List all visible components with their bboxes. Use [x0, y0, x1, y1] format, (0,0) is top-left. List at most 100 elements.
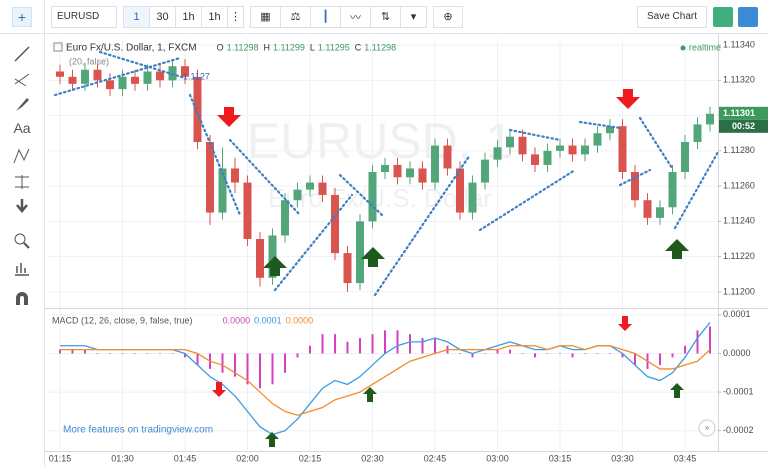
- pattern-tool[interactable]: [12, 146, 32, 166]
- more-button[interactable]: ▾: [401, 5, 427, 28]
- candle-body: [256, 239, 264, 278]
- series-title: Euro Fx/U.S. Dollar, 1, FXCM: [66, 43, 197, 54]
- measure-tool[interactable]: [12, 172, 32, 192]
- candle-body: [293, 189, 302, 201]
- histogram-bar: [659, 353, 661, 366]
- candle-body: [206, 142, 214, 213]
- ohlc-key: O: [217, 42, 224, 52]
- histogram-bar: [84, 349, 86, 354]
- save-button[interactable]: Save Chart: [636, 5, 707, 28]
- histogram-bar: [571, 353, 574, 358]
- histogram-bar: [234, 353, 236, 377]
- undo-button[interactable]: ⊕: [433, 5, 463, 28]
- text-tool[interactable]: Aa: [13, 120, 31, 136]
- x-tick-label: 02:15: [299, 453, 322, 463]
- collapse-icon[interactable]: [53, 42, 63, 52]
- histogram-bar: [171, 353, 174, 354]
- candle-body: [306, 182, 314, 190]
- y-tick-label: 1.11280: [723, 145, 755, 155]
- histogram-bar: [534, 353, 536, 358]
- trend-line: [98, 50, 187, 80]
- scroll-button[interactable]: [698, 419, 716, 437]
- y-tick-label: 1.11340: [723, 39, 755, 49]
- candle-body: [181, 66, 189, 77]
- cursor-button[interactable]: +: [0, 0, 45, 33]
- snapshot-button[interactable]: [713, 6, 733, 27]
- x-tick-label: 01:30: [111, 453, 134, 463]
- histogram-bar: [71, 349, 74, 354]
- candle-body: [618, 126, 627, 172]
- trend-line: [673, 150, 720, 230]
- interval-menu[interactable]: ⋮: [228, 5, 244, 28]
- trend-line: [338, 173, 384, 217]
- candle-body: [693, 124, 702, 143]
- histogram-bar: [459, 353, 461, 354]
- chart-type-button[interactable]: ▦: [251, 5, 281, 28]
- fib-tool[interactable]: [12, 69, 32, 89]
- candle-body: [406, 168, 414, 178]
- candle-body: [393, 164, 402, 178]
- interval-button[interactable]: 1h: [176, 5, 202, 28]
- candle-body: [356, 221, 364, 284]
- histogram-bar: [221, 353, 224, 373]
- grid-layer: [48, 38, 718, 450]
- interval-button[interactable]: 30: [150, 5, 176, 28]
- candle-body: [93, 69, 102, 81]
- alert-button[interactable]: ⇅: [371, 5, 401, 28]
- candle-body: [668, 172, 677, 208]
- candle-body: [218, 168, 227, 213]
- histogram-bar: [134, 353, 136, 354]
- candles-button[interactable]: ┃: [311, 5, 341, 28]
- buy-arrow: [670, 383, 684, 398]
- candle-body: [568, 145, 577, 155]
- zoom-tool[interactable]: [12, 231, 32, 251]
- trend-line: [618, 168, 652, 187]
- candle-body: [343, 253, 352, 284]
- indicator-value: 0.0000: [223, 315, 251, 325]
- y-tick-label: 1.11260: [723, 180, 755, 190]
- x-tick-label: 03:45: [674, 453, 697, 463]
- histogram-bar: [584, 353, 586, 354]
- line-tool[interactable]: [12, 44, 32, 64]
- status: realtime: [689, 42, 721, 52]
- histogram-bar: [409, 334, 411, 354]
- trend-line: [188, 93, 242, 217]
- symbol-input[interactable]: EURUSD: [51, 5, 117, 28]
- histogram-bar: [109, 353, 111, 354]
- x-tick-label: 03:30: [611, 453, 634, 463]
- interval-button[interactable]: 1h: [202, 5, 228, 28]
- remove-tool[interactable]: [12, 196, 32, 216]
- indicator-value: 0.0000: [286, 315, 314, 325]
- background: [44, 34, 768, 467]
- bars-tool[interactable]: [12, 258, 32, 278]
- histogram-bar: [334, 334, 336, 354]
- indicator-legend-values: 0.0000 0.0001 0.0000: [223, 315, 314, 325]
- top-toolbar: + EURUSD 1 30 1h 1h ⋮ ▦ ⚖ ┃ 〰 ⇅ ▾ ⊕ Save…: [0, 0, 768, 34]
- x-tick-label: 02:45: [424, 453, 447, 463]
- indicators-button[interactable]: 〰: [341, 5, 371, 28]
- promo-link[interactable]: More features on tradingview.com: [63, 425, 213, 436]
- histogram-bar: [346, 341, 349, 354]
- brush-tool[interactable]: [12, 94, 32, 114]
- candle-body: [643, 200, 652, 218]
- histogram-bar: [496, 349, 499, 354]
- histogram-bar: [321, 334, 324, 354]
- trend-line: [478, 168, 577, 232]
- candle-body: [606, 126, 614, 134]
- ohlc-value: 1.11299: [273, 42, 305, 52]
- histogram-bar: [246, 353, 249, 385]
- histogram-bar: [384, 330, 386, 354]
- interval-button[interactable]: 1: [124, 5, 150, 28]
- magnet-tool[interactable]: [12, 289, 32, 309]
- share-button[interactable]: [738, 6, 758, 27]
- compare-button[interactable]: ⚖: [281, 5, 311, 28]
- candle-body: [81, 69, 89, 84]
- histogram-bar: [484, 353, 486, 354]
- ohlc-key: L: [310, 42, 315, 52]
- candle-body: [468, 182, 477, 213]
- histogram-bar: [671, 353, 674, 358]
- histogram-bar: [296, 353, 299, 358]
- sell-arrow: [212, 382, 226, 397]
